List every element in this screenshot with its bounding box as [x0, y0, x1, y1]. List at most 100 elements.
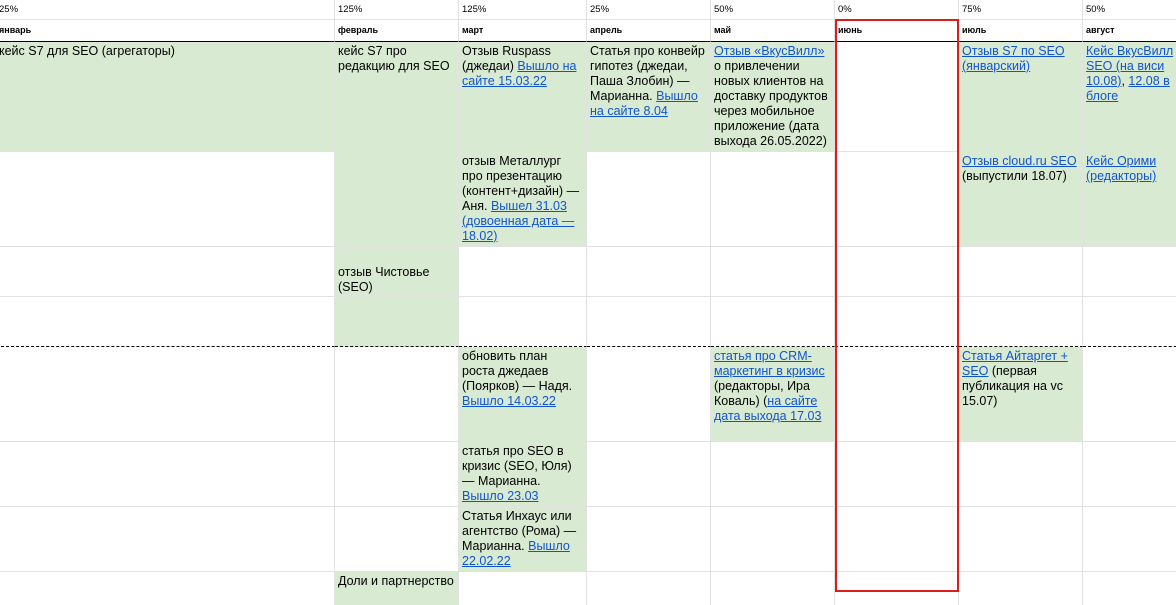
cell: Статья Инхаус или агентство (Рома) — Мар…	[459, 507, 587, 572]
cell: отзыв Чистовье (SEO)	[335, 247, 459, 297]
month-header: август	[1083, 20, 1176, 42]
cell	[1083, 507, 1176, 572]
cell: Статья про конвейр гипотез (джедаи, Паша…	[587, 42, 711, 152]
cell: обновить план роста джедаев (Поярков) — …	[459, 347, 587, 442]
link[interactable]: Вышло 22.02.22	[462, 539, 570, 568]
text: (первая публикация на vc 15.07)	[962, 364, 1063, 408]
cell	[0, 347, 335, 442]
percent-cell: 75%	[959, 0, 1083, 20]
link[interactable]: Отзыв S7 по SEO (январский)	[962, 44, 1065, 73]
link[interactable]: Вышел 31.03 (довоенная дата — 18.02)	[462, 199, 575, 243]
text: (редакторы, Ира Коваль) (	[714, 379, 810, 408]
cell	[0, 247, 335, 297]
text: (выпустили 18.07)	[962, 169, 1067, 183]
text: статья про SEO в кризис (SEO, Юля) — Мар…	[462, 444, 572, 488]
cell	[959, 297, 1083, 347]
cell	[335, 507, 459, 572]
cell	[0, 507, 335, 572]
cell: Отзыв «ВкусВилл» о привлечении новых кли…	[711, 42, 835, 152]
cell: Кейс Орими (редакторы)	[1083, 152, 1176, 247]
text: Доли и партнерство	[338, 574, 454, 588]
cell	[459, 297, 587, 347]
percent-cell: 0%	[835, 0, 959, 20]
link[interactable]: Вышло на сайте 8.04	[590, 89, 698, 118]
cell	[587, 297, 711, 347]
percent-cell: 25%	[587, 0, 711, 20]
text: ,	[1121, 74, 1129, 88]
cell	[587, 152, 711, 247]
cell	[711, 297, 835, 347]
cell	[587, 247, 711, 297]
cell	[587, 347, 711, 442]
cell: Отзыв cloud.ru SEO (выпустили 18.07)	[959, 152, 1083, 247]
link[interactable]: Кейс Орими (редакторы)	[1086, 154, 1157, 183]
percent-cell: 125%	[335, 0, 459, 20]
month-header: май	[711, 20, 835, 42]
cell: отзыв Металлург про презентацию (контент…	[459, 152, 587, 247]
cell	[1083, 442, 1176, 507]
text: Статья про конвейр гипотез (джедаи, Паша…	[590, 44, 705, 103]
cell: Отзыв S7 по SEO (январский)	[959, 42, 1083, 152]
cell	[335, 152, 459, 247]
cell	[1083, 572, 1176, 605]
cell	[959, 572, 1083, 605]
link[interactable]: Вышло на сайте 15.03.22	[462, 59, 577, 88]
cell: статья про SEO в кризис (SEO, Юля) — Мар…	[459, 442, 587, 507]
cell	[711, 507, 835, 572]
text: кейс S7 для SEO (агрегаторы)	[0, 44, 175, 58]
link[interactable]: Отзыв cloud.ru SEO	[962, 154, 1077, 168]
text: о привлечении новых клиентов на доставку…	[714, 59, 828, 148]
cell	[959, 247, 1083, 297]
month-header: март	[459, 20, 587, 42]
cell: Доли и партнерство	[335, 572, 459, 605]
month-header: апрель	[587, 20, 711, 42]
cell	[459, 247, 587, 297]
month-header: июль	[959, 20, 1083, 42]
link[interactable]: 12.08 в блоге	[1086, 74, 1170, 103]
cell	[1083, 347, 1176, 442]
cell	[711, 152, 835, 247]
percent-cell: 25%	[0, 0, 335, 20]
cell	[0, 152, 335, 247]
percent-cell: 50%	[1083, 0, 1176, 20]
link[interactable]: Статья Айтаргет + SEO	[962, 349, 1068, 378]
highlight-box	[835, 19, 959, 592]
cell	[459, 572, 587, 605]
cell	[587, 507, 711, 572]
percent-cell: 50%	[711, 0, 835, 20]
link[interactable]: на сайте дата выхода 17.03	[714, 394, 822, 423]
cell	[959, 507, 1083, 572]
cell: Отзыв Ruspass (джедаи) Вышло на сайте 15…	[459, 42, 587, 152]
cell	[335, 442, 459, 507]
cell	[587, 442, 711, 507]
text: отзыв Металлург про презентацию (контент…	[462, 154, 580, 213]
cell	[959, 442, 1083, 507]
link[interactable]: Вышло 14.03.22	[462, 394, 556, 408]
cell	[335, 297, 459, 347]
link[interactable]: Отзыв «ВкусВилл»	[714, 44, 825, 58]
text: кейс S7 про редакцию для SEO	[338, 44, 450, 73]
cell	[335, 347, 459, 442]
link[interactable]: Кейс ВкусВилл SEO (на виси 10.08)	[1086, 44, 1174, 88]
month-header: февраль	[335, 20, 459, 42]
text: обновить план роста джедаев (Поярков) — …	[462, 349, 573, 393]
cell	[1083, 297, 1176, 347]
cell	[0, 442, 335, 507]
link[interactable]: Вышло 23.03	[462, 489, 539, 503]
cell	[711, 247, 835, 297]
cell: Статья Айтаргет + SEO (первая публикация…	[959, 347, 1083, 442]
cell	[1083, 247, 1176, 297]
text: отзыв Чистовье (SEO)	[338, 265, 430, 294]
month-header: январь	[0, 20, 335, 42]
percent-cell: 125%	[459, 0, 587, 20]
cell: кейс S7 для SEO (агрегаторы)	[0, 42, 335, 152]
cell: Кейс ВкусВилл SEO (на виси 10.08), 12.08…	[1083, 42, 1176, 152]
cell: статья про CRM-маркетинг в кризис (редак…	[711, 347, 835, 442]
cell	[0, 297, 335, 347]
link[interactable]: статья про CRM-маркетинг в кризис	[714, 349, 825, 378]
text: Отзыв Ruspass (джедаи)	[462, 44, 551, 73]
cell	[0, 572, 335, 605]
cell	[711, 572, 835, 605]
cell: кейс S7 про редакцию для SEO	[335, 42, 459, 152]
